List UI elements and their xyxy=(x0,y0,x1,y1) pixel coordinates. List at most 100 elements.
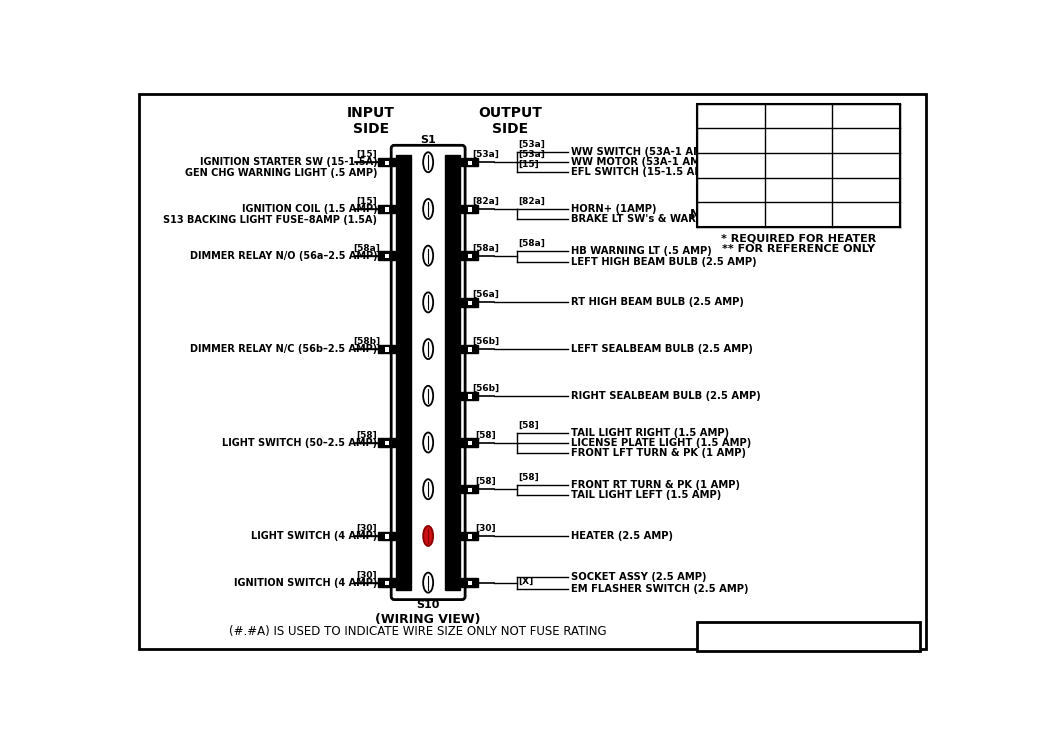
Text: EM FLASHER SWITCH (2.5 AMP): EM FLASHER SWITCH (2.5 AMP) xyxy=(571,584,749,594)
Text: WHITE: WHITE xyxy=(847,134,885,147)
Text: [58]: [58] xyxy=(518,420,539,429)
Text: [15]: [15] xyxy=(356,197,377,206)
Text: [58a]: [58a] xyxy=(353,244,380,252)
Text: FUSE: FUSE xyxy=(714,110,748,122)
Bar xyxy=(461,531,478,540)
Text: LIGHT SWITCH (50–2.5 AMP): LIGHT SWITCH (50–2.5 AMP) xyxy=(222,437,377,447)
Text: DIMMER RELAY N/C (56b–2.5 AMP): DIMMER RELAY N/C (56b–2.5 AMP) xyxy=(190,344,377,354)
Text: LEFT HIGH BEAM BULB (2.5 AMP): LEFT HIGH BEAM BULB (2.5 AMP) xyxy=(571,257,757,267)
Text: [56a]: [56a] xyxy=(473,290,500,300)
Text: RIGHT SEALBEAM BULB (2.5 AMP): RIGHT SEALBEAM BULB (2.5 AMP) xyxy=(571,391,762,401)
Text: [58]: [58] xyxy=(476,477,497,486)
Text: FRONT LFT TURN & PK (1 AMP): FRONT LFT TURN & PK (1 AMP) xyxy=(571,447,746,458)
Text: IGNITION STARTER SW (15-1.5A): IGNITION STARTER SW (15-1.5A) xyxy=(199,158,377,167)
Bar xyxy=(378,205,395,213)
Ellipse shape xyxy=(423,433,433,453)
Bar xyxy=(383,347,390,352)
Bar xyxy=(378,438,395,447)
Text: [53a]: [53a] xyxy=(518,140,545,149)
Bar xyxy=(468,534,473,539)
Text: ** FOR REFERENCE ONLY: ** FOR REFERENCE ONLY xyxy=(722,244,875,254)
Bar xyxy=(378,158,395,166)
Text: 25 AMPS: 25 AMPS xyxy=(773,208,824,221)
Text: IGNITION SWITCH (4 AMP): IGNITION SWITCH (4 AMP) xyxy=(234,578,377,587)
Bar xyxy=(378,531,395,540)
Text: SOCKET ASSY (2.5 AMP): SOCKET ASSY (2.5 AMP) xyxy=(571,571,707,581)
Text: BLUE: BLUE xyxy=(851,208,881,221)
Text: S9*: S9* xyxy=(719,159,742,171)
Bar xyxy=(468,300,473,305)
Bar xyxy=(378,578,395,587)
Bar xyxy=(445,155,460,590)
Bar xyxy=(461,298,478,307)
Bar xyxy=(383,253,390,258)
Text: IGNITION COIL (1.5 AMP): IGNITION COIL (1.5 AMP) xyxy=(242,204,377,214)
Bar xyxy=(383,440,390,445)
Text: [53a]: [53a] xyxy=(518,150,545,159)
Text: WW MOTOR (53A-1 AMP): WW MOTOR (53A-1 AMP) xyxy=(571,158,712,167)
Text: EFL SWITCH (15-1.5 AMP}: EFL SWITCH (15-1.5 AMP} xyxy=(571,167,719,177)
Text: [58]: [58] xyxy=(518,473,539,481)
Text: ORG (RED): ORG (RED) xyxy=(834,159,899,171)
Text: COLOR: COLOR xyxy=(844,110,888,122)
Text: [56b]: [56b] xyxy=(473,383,500,393)
Ellipse shape xyxy=(423,479,433,499)
Text: S10: S10 xyxy=(718,183,743,197)
Text: [82a]: [82a] xyxy=(518,197,545,206)
Text: [15]: [15] xyxy=(518,160,539,169)
Bar xyxy=(383,160,390,165)
Ellipse shape xyxy=(423,246,433,266)
Text: WHITE: WHITE xyxy=(847,183,885,197)
Text: DIMMER RELAY N/O (56a–2.5 AMP): DIMMER RELAY N/O (56a–2.5 AMP) xyxy=(190,251,377,261)
Bar xyxy=(378,345,395,353)
Text: LICENSE PLATE LIGHT (1.5 AMP): LICENSE PLATE LIGHT (1.5 AMP) xyxy=(571,437,751,447)
Text: [30]: [30] xyxy=(356,524,377,533)
Bar xyxy=(697,622,921,651)
Text: S13 BACKING LIGHT FUSE–8AMP (1.5A): S13 BACKING LIGHT FUSE–8AMP (1.5A) xyxy=(163,215,377,224)
Text: S1 – S8: S1 – S8 xyxy=(707,134,754,147)
Bar xyxy=(697,104,900,227)
Bar xyxy=(461,578,478,587)
Text: (WIRING VIEW): (WIRING VIEW) xyxy=(375,614,481,626)
Bar xyxy=(461,345,478,353)
Bar xyxy=(468,160,473,165)
Text: S10: S10 xyxy=(417,600,439,609)
Text: [30]: [30] xyxy=(356,570,377,579)
Ellipse shape xyxy=(423,152,433,172)
Bar xyxy=(396,155,411,590)
Bar xyxy=(461,252,478,260)
Ellipse shape xyxy=(423,339,433,359)
Text: (#.#A) IS USED TO INDICATE WIRE SIZE ONLY NOT FUSE RATING: (#.#A) IS USED TO INDICATE WIRE SIZE ONL… xyxy=(229,626,606,638)
Text: [82a]: [82a] xyxy=(473,197,500,206)
Text: S1: S1 xyxy=(421,135,436,145)
Bar xyxy=(468,206,473,212)
Text: [58a]: [58a] xyxy=(518,239,545,248)
Text: INPUT
SIDE: INPUT SIDE xyxy=(347,105,395,135)
Text: [58]: [58] xyxy=(476,431,497,439)
Text: GEN CHG WARNING LIGHT (.5 AMP): GEN CHG WARNING LIGHT (.5 AMP) xyxy=(185,168,377,178)
Ellipse shape xyxy=(423,199,433,219)
Text: [53a]: [53a] xyxy=(473,150,500,159)
Text: [58a]: [58a] xyxy=(473,244,500,252)
Text: OUTPUT
SIDE: OUTPUT SIDE xyxy=(478,105,541,135)
Bar xyxy=(461,392,478,400)
Text: 8 AMPS: 8 AMPS xyxy=(777,183,821,197)
Bar xyxy=(468,393,473,398)
Bar xyxy=(461,485,478,493)
Text: FUSE BLOCK DETAIL: FUSE BLOCK DETAIL xyxy=(708,628,909,645)
Text: NOT USED**: NOT USED** xyxy=(691,208,771,221)
Text: HORN+ (1AMP): HORN+ (1AMP) xyxy=(571,204,657,214)
Bar xyxy=(378,252,395,260)
Text: TAIL LIGHT RIGHT (1.5 AMP): TAIL LIGHT RIGHT (1.5 AMP) xyxy=(571,428,729,437)
Text: [58b]: [58b] xyxy=(353,337,380,346)
Text: LIGHT SWITCH (4 AMP): LIGHT SWITCH (4 AMP) xyxy=(251,531,377,541)
Bar xyxy=(468,486,473,492)
Bar xyxy=(383,534,390,539)
Text: * REQUIRED FOR HEATER: * REQUIRED FOR HEATER xyxy=(721,233,876,243)
FancyBboxPatch shape xyxy=(392,145,465,600)
Text: WW SWITCH (53A-1 AMP): WW SWITCH (53A-1 AMP) xyxy=(571,147,715,158)
Bar xyxy=(468,440,473,445)
Text: LEFT SEALBEAM BULB (2.5 AMP): LEFT SEALBEAM BULB (2.5 AMP) xyxy=(571,344,753,354)
Bar xyxy=(468,347,473,352)
Text: AMPERAGE: AMPERAGE xyxy=(762,110,835,122)
